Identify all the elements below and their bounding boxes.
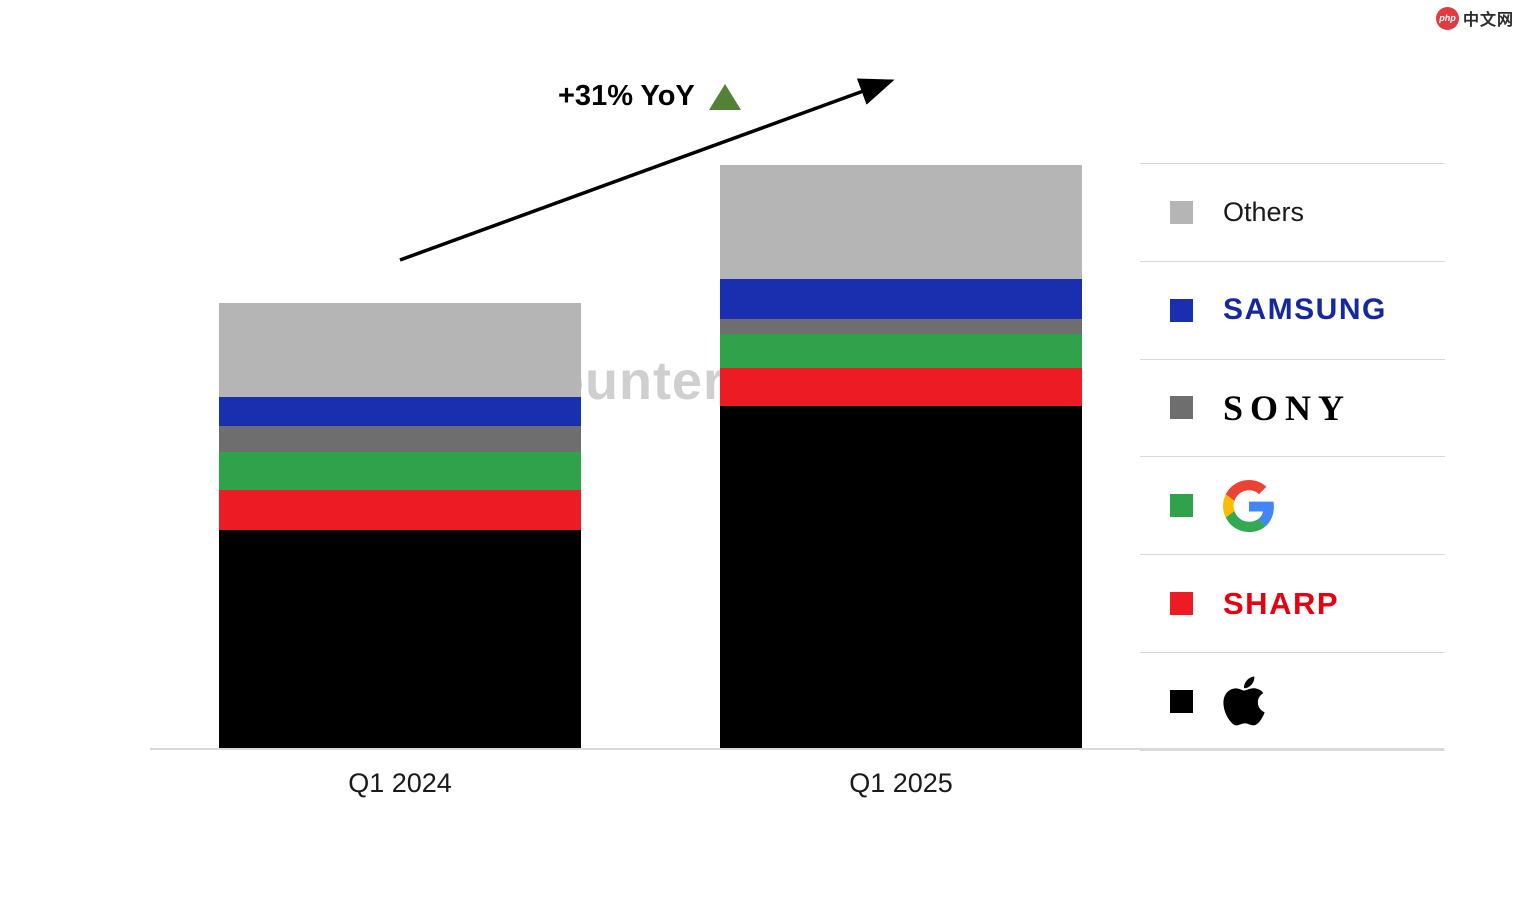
yoy-annotation: +31% YoY: [558, 80, 741, 113]
legend-item-sharp: SHARP: [1140, 555, 1445, 653]
bar-segment-samsung: [219, 396, 581, 426]
up-triangle-icon: [708, 83, 741, 110]
legend-label-others: Others: [1223, 196, 1305, 227]
yoy-label: +31% YoY: [558, 80, 695, 112]
legend-item-others: Others: [1140, 164, 1445, 262]
legend-item-samsung: SAMSUNG: [1140, 262, 1445, 360]
legend-swatch-apple: [1170, 689, 1193, 713]
legend-swatch-google: [1170, 494, 1193, 518]
bar-segment-google: [720, 334, 1082, 368]
legend: Others SAMSUNG SONY SHARP: [1140, 163, 1445, 751]
growth-arrow-icon: [399, 78, 895, 262]
legend-item-sony: SONY: [1140, 360, 1445, 458]
sharp-wordmark: SHARP: [1223, 585, 1340, 621]
stacked-bar-q1-2024: [219, 303, 581, 749]
bar-segment-apple: [720, 405, 1082, 749]
bar-segment-sharp: [720, 367, 1082, 406]
legend-swatch-sony: [1170, 396, 1193, 420]
x-label-q1-2025: Q1 2025: [849, 768, 953, 798]
bar-segment-others: [219, 303, 581, 397]
legend-swatch-others: [1170, 200, 1193, 224]
x-label-q1-2024: Q1 2024: [348, 768, 452, 798]
php-logo-icon: php: [1435, 6, 1459, 30]
bar-segment-sharp: [219, 490, 581, 531]
bar-segment-sony: [720, 318, 1082, 335]
stacked-bar-q1-2025: [720, 164, 1082, 749]
bar-segment-sony: [219, 425, 581, 453]
bar-segment-google: [219, 452, 581, 491]
site-logo: php 中文网: [1435, 6, 1514, 30]
bar-segment-apple: [219, 530, 581, 749]
legend-swatch-sharp: [1170, 592, 1193, 616]
samsung-wordmark: SAMSUNG: [1223, 293, 1387, 327]
legend-item-apple: [1140, 653, 1445, 751]
sony-wordmark: SONY: [1223, 387, 1352, 428]
legend-item-google: [1140, 457, 1445, 556]
google-logo-icon: [1223, 479, 1274, 532]
bar-segment-samsung: [720, 278, 1082, 319]
x-axis-line: [150, 748, 1444, 750]
apple-logo-icon: [1223, 676, 1265, 726]
site-name: 中文网: [1462, 12, 1514, 29]
legend-swatch-samsung: [1170, 298, 1193, 322]
bar-segment-others: [720, 164, 1082, 279]
